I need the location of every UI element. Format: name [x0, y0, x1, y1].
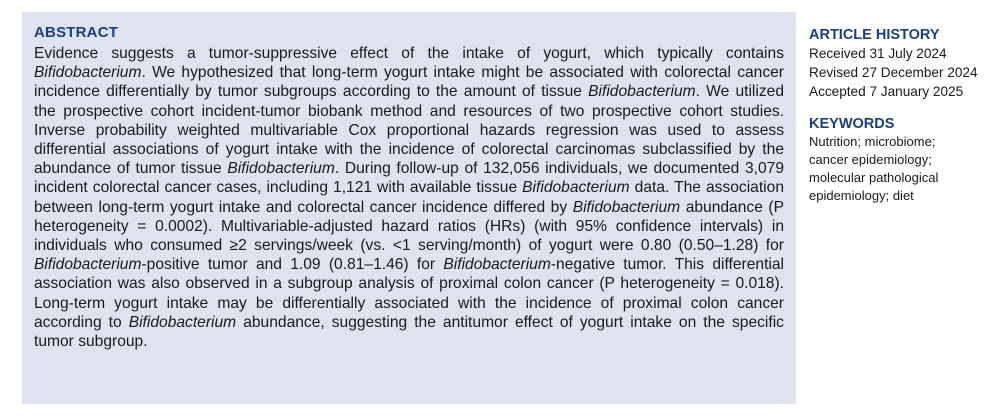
abstract-italic-term: Bifidobacterium — [128, 313, 237, 331]
keyword-line: cancer epidemiology; — [809, 152, 932, 167]
abstract-text-segment: Evidence suggests a tumor-suppressive ef… — [34, 45, 784, 62]
article-history: ARTICLE HISTORY Received 31 July 2024 Re… — [809, 26, 999, 101]
keyword-line: epidemiology; diet — [809, 188, 914, 203]
history-accepted: Accepted 7 January 2025 — [809, 84, 964, 99]
history-revised: Revised 27 December 2024 — [809, 65, 978, 80]
abstract-italic-term: Bifidobacterium — [522, 179, 630, 197]
abstract-box: ABSTRACT Evidence suggests a tumor-suppr… — [22, 12, 796, 404]
abstract-text-segment: . During follow-up of 132,056 individual… — [34, 160, 785, 197]
keywords-heading: KEYWORDS — [809, 116, 895, 132]
article-history-heading: ARTICLE HISTORY — [809, 27, 940, 43]
abstract-heading: ABSTRACT — [34, 24, 119, 41]
abstract-italic-term: Bifidobacterium — [34, 64, 142, 82]
sidebar: ARTICLE HISTORY Received 31 July 2024 Re… — [809, 26, 999, 205]
abstract-text-segment: -negative tumor. This differential assoc… — [34, 256, 784, 331]
keywords: KEYWORDS Nutrition; microbiome; cancer e… — [809, 115, 999, 205]
abstract-text-segment: . We utilized the prospective cohort inc… — [34, 83, 784, 178]
abstract-text-segment: abundance (P heterogeneity = 0.0002). Mu… — [34, 198, 784, 255]
abstract-text-segment: . We hypothesized that long-term yogurt … — [34, 64, 784, 101]
abstract-text-segment: data. The association between long-term … — [34, 179, 784, 216]
abstract-italic-term: Bifidobacterium — [572, 198, 681, 216]
keyword-line: molecular pathological — [809, 170, 939, 185]
abstract-italic-term: Bifidobacterium — [443, 256, 551, 274]
abstract-italic-term: Bifidobacterium — [34, 256, 142, 274]
abstract-text-segment: abundance, suggesting the antitumor effe… — [34, 313, 784, 351]
abstract-italic-term: Bifidobacterium — [588, 83, 696, 101]
history-received: Received 31 July 2024 — [809, 46, 947, 61]
abstract-italic-term: Bifidobacterium — [227, 160, 335, 178]
keyword-line: Nutrition; microbiome; — [809, 134, 936, 149]
abstract-body: Evidence suggests a tumor-suppressive ef… — [34, 44, 784, 351]
abstract-text-segment: -positive tumor and 1.09 (0.81–1.46) for — [141, 256, 444, 274]
